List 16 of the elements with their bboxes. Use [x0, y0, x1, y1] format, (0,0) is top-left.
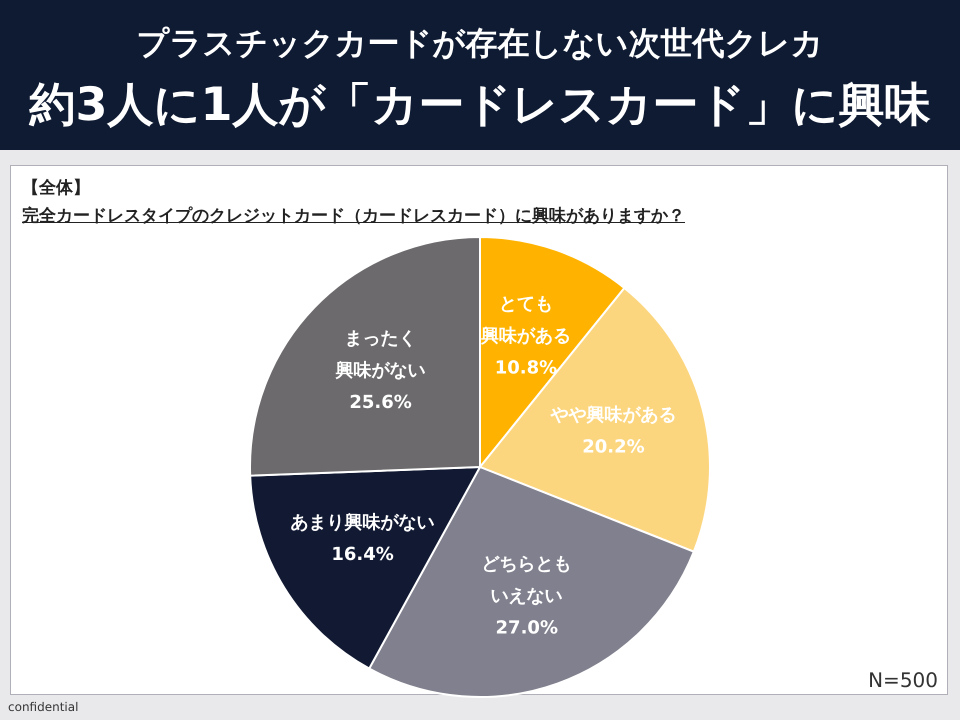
slice-label: あまり興味がない: [290, 512, 435, 534]
text: N=500: [868, 668, 938, 692]
text: 完全カードレスタイプのクレジットカード（カードレスカード）に興味がありますか？: [22, 205, 685, 227]
chart-title: プラスチックカードが存在しない次世代クレカ: [136, 23, 824, 64]
slice-label: まったく興味がない: [334, 328, 426, 381]
slice-label: どちらともいえない: [482, 554, 572, 607]
data-label: 25.6%: [349, 392, 412, 413]
slice-label: とても興味がある: [480, 294, 571, 347]
data-label: 10.8%: [494, 358, 558, 379]
data-label: 16.4%: [331, 544, 394, 566]
chart-subtitle: 約3人に1人が「カードレスカード」に興味: [28, 76, 932, 133]
text: confidential: [8, 700, 78, 714]
slice-label: やや興味がある: [549, 404, 676, 426]
text: 【全体】: [22, 177, 90, 199]
data-label: 27.0%: [496, 618, 558, 639]
data-label: 20.2%: [582, 436, 645, 458]
